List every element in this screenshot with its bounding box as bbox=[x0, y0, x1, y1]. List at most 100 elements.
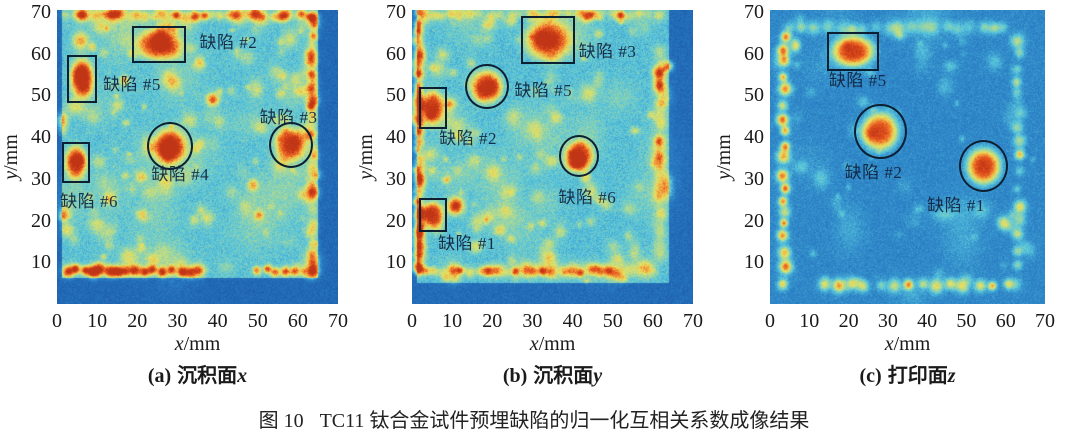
x-tick-label: 20 bbox=[482, 310, 503, 332]
x-tick-label: 0 bbox=[765, 310, 775, 332]
y-tick-label: 20 bbox=[386, 209, 406, 232]
x-tick-label: 10 bbox=[799, 310, 820, 332]
y-tick-label: 30 bbox=[744, 167, 764, 190]
x-tick-label: 50 bbox=[602, 310, 623, 332]
x-axis-unit: /mm bbox=[183, 333, 221, 355]
defect-annotation: 缺陷 #4 bbox=[151, 164, 210, 184]
x-tick-label: 0 bbox=[407, 310, 417, 332]
y-tick-label: 30 bbox=[386, 167, 406, 190]
defect-annotation: 缺陷 #5 bbox=[828, 70, 887, 90]
panel-deposition-face-x: y/mm x/mm (a) 沉积面x 10 20 30 40 50 60 70 0 10 20 30 4… bbox=[0, 0, 355, 400]
x-tick-label: 70 bbox=[1035, 310, 1055, 332]
defect-marker-circle bbox=[268, 121, 314, 168]
x-axis-label: x/mm bbox=[57, 333, 338, 356]
x-tick-label: 30 bbox=[877, 310, 898, 332]
defect-marker-rect bbox=[419, 86, 447, 129]
panel-caption-index: (a) bbox=[147, 365, 172, 387]
panel-caption-variable: z bbox=[947, 365, 956, 387]
defect-marker-rect bbox=[520, 16, 576, 64]
y-tick-label: 70 bbox=[31, 1, 51, 24]
x-tick-label: 40 bbox=[562, 310, 583, 332]
y-tick-label: 20 bbox=[744, 209, 764, 232]
defect-annotation: 缺陷 #5 bbox=[514, 81, 573, 101]
defect-marker-circle bbox=[146, 122, 193, 171]
y-tick-label: 60 bbox=[31, 42, 51, 65]
y-tick-label: 30 bbox=[31, 167, 51, 190]
x-tick-label: 40 bbox=[207, 310, 228, 332]
defect-marker-rect bbox=[132, 25, 187, 64]
defect-annotation: 缺陷 #1 bbox=[438, 233, 496, 253]
defect-marker-circle bbox=[558, 135, 600, 178]
y-tick-label: 40 bbox=[744, 126, 764, 149]
y-tick-label: 60 bbox=[744, 42, 764, 65]
x-axis-label: x/mm bbox=[770, 333, 1045, 356]
x-tick-label: 70 bbox=[683, 310, 703, 332]
panel-caption: (c) 打印面z bbox=[770, 359, 1045, 388]
y-tick-label: 50 bbox=[744, 84, 764, 107]
figure-caption: 图 10 TC11 钛合金试件预埋缺陷的归一化互相关系数成像结果 bbox=[0, 404, 1068, 433]
x-tick-label: 20 bbox=[127, 310, 148, 332]
panel-caption: (b) 沉积面y bbox=[412, 359, 693, 388]
panel-caption-index: (b) bbox=[502, 365, 528, 387]
panel-caption-variable: x bbox=[237, 365, 248, 387]
defect-annotation: 缺陷 #5 bbox=[103, 75, 161, 95]
x-tick-label: 0 bbox=[52, 310, 62, 332]
figure-number: 图 10 bbox=[258, 410, 304, 432]
panel-caption-variable: y bbox=[593, 365, 603, 387]
y-tick-label: 50 bbox=[31, 84, 51, 107]
defect-annotation: 缺陷 #1 bbox=[927, 196, 985, 215]
defect-annotation: 缺陷 #2 bbox=[844, 162, 903, 182]
y-tick-label: 70 bbox=[744, 1, 764, 24]
x-tick-label: 40 bbox=[917, 310, 938, 332]
y-tick-label: 10 bbox=[386, 251, 406, 274]
defect-marker-rect bbox=[67, 54, 97, 103]
x-tick-label: 10 bbox=[87, 310, 108, 332]
x-tick-label: 70 bbox=[328, 310, 348, 332]
x-axis-variable: x bbox=[529, 333, 539, 355]
x-tick-label: 20 bbox=[838, 310, 859, 332]
y-tick-label: 10 bbox=[744, 251, 764, 274]
panel-caption: (a) 沉积面x bbox=[57, 359, 338, 388]
defect-marker-rect bbox=[827, 31, 880, 71]
defect-marker-circle bbox=[854, 103, 907, 160]
x-axis-unit: /mm bbox=[538, 333, 576, 355]
defect-annotation: 缺陷 #3 bbox=[259, 108, 318, 128]
figure-caption-text: TC11 钛合金试件预埋缺陷的归一化互相关系数成像结果 bbox=[319, 410, 810, 432]
defect-annotation: 缺陷 #3 bbox=[578, 41, 637, 61]
panel-printing-face-z: y/mm x/mm (c) 打印面z 10 20 30 40 50 60 70 0 10 20 30 4… bbox=[713, 0, 1068, 400]
defect-marker-rect bbox=[62, 141, 90, 184]
panel-caption-index: (c) bbox=[859, 365, 882, 387]
defect-annotation: 缺陷 #6 bbox=[60, 191, 118, 211]
y-tick-label: 50 bbox=[386, 84, 406, 107]
x-axis-variable: x bbox=[884, 333, 894, 355]
panel-caption-title: 打印面 bbox=[887, 365, 948, 387]
defect-annotation: 缺陷 #6 bbox=[558, 187, 617, 207]
defect-annotation: 缺陷 #2 bbox=[199, 33, 258, 53]
y-tick-label: 40 bbox=[31, 126, 51, 149]
x-tick-label: 60 bbox=[287, 310, 308, 332]
y-tick-label: 20 bbox=[31, 209, 51, 232]
panel-caption-title: 沉积面 bbox=[533, 365, 594, 387]
defect-marker-circle bbox=[465, 64, 509, 110]
x-tick-label: 50 bbox=[956, 310, 977, 332]
x-tick-label: 30 bbox=[522, 310, 543, 332]
defect-marker-circle bbox=[959, 140, 1009, 193]
x-tick-label: 10 bbox=[442, 310, 463, 332]
panel-deposition-face-y: y/mm x/mm (b) 沉积面y 10 20 30 40 50 60 70 0 10 20 30 4… bbox=[355, 0, 710, 400]
y-tick-label: 10 bbox=[31, 251, 51, 274]
x-axis-unit: /mm bbox=[893, 333, 931, 355]
x-tick-label: 60 bbox=[995, 310, 1016, 332]
x-tick-label: 60 bbox=[642, 310, 663, 332]
x-tick-label: 30 bbox=[167, 310, 188, 332]
x-axis-variable: x bbox=[174, 333, 184, 355]
x-tick-label: 50 bbox=[247, 310, 268, 332]
y-tick-label: 70 bbox=[386, 1, 406, 24]
heatmap-canvas bbox=[412, 10, 693, 304]
y-tick-label: 40 bbox=[386, 126, 406, 149]
x-axis-label: x/mm bbox=[412, 333, 693, 356]
defect-marker-rect bbox=[419, 198, 447, 232]
y-tick-label: 60 bbox=[386, 42, 406, 65]
defect-annotation: 缺陷 #2 bbox=[439, 129, 498, 149]
panel-caption-title: 沉积面 bbox=[177, 365, 238, 387]
